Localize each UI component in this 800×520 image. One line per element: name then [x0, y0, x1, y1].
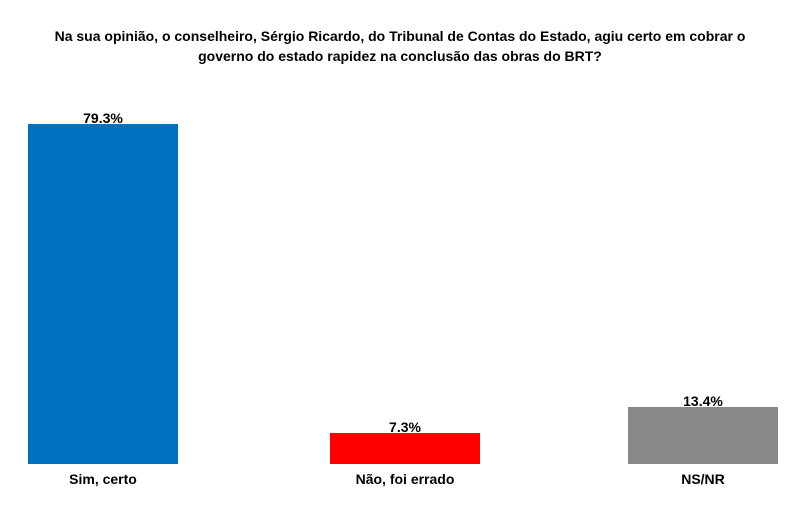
- chart-title-line-1: Na sua opinião, o conselheiro, Sérgio Ri…: [54, 28, 746, 44]
- chart-title: Na sua opinião, o conselheiro, Sérgio Ri…: [0, 26, 800, 66]
- bar-sim-certo: [28, 124, 178, 464]
- bar-ns-nr: [628, 406, 778, 464]
- chart-title-line-2: governo do estado rapidez na conclusão d…: [198, 48, 602, 64]
- category-label-ns-nr: NS/NR: [681, 471, 725, 487]
- value-label-ns-nr: 13.4%: [683, 392, 723, 409]
- category-label-nao-foi-errado: Não, foi errado: [355, 471, 455, 487]
- bar-nao-foi-errado: [330, 432, 480, 464]
- value-label-nao-foi-errado: 7.3%: [389, 418, 421, 435]
- bar-group-nao-foi-errado: 7.3% Não, foi errado: [330, 418, 480, 487]
- bar-group-sim-certo: 79.3% Sim, certo: [28, 110, 178, 487]
- category-label-sim-certo: Sim, certo: [69, 471, 137, 487]
- bar-group-ns-nr: 13.4% NS/NR: [628, 392, 778, 487]
- value-label-sim-certo: 79.3%: [83, 110, 123, 126]
